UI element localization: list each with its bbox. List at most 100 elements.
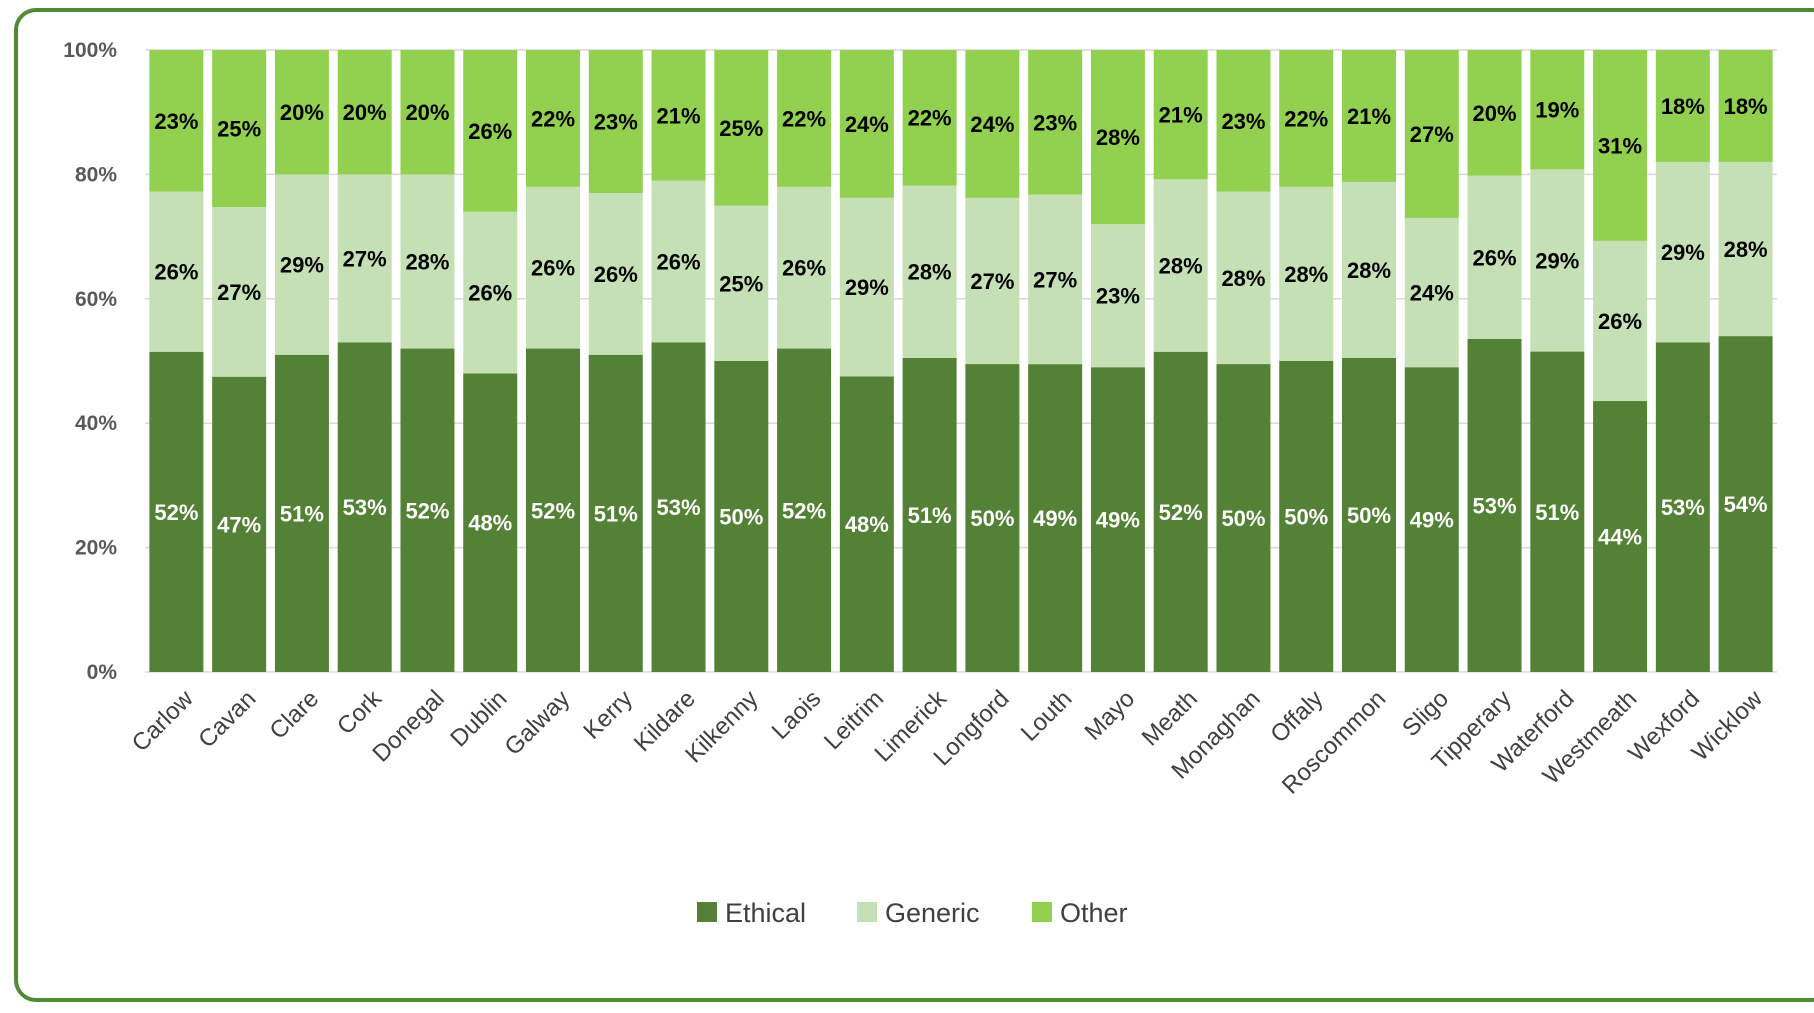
legend-label-ethical: Ethical [725, 898, 806, 928]
bar-segment-ethical [651, 342, 706, 672]
bar-segment-generic [1593, 240, 1648, 402]
bar-segment-generic [714, 205, 769, 361]
bar-segment-generic [1530, 169, 1585, 352]
data-label-other: 20% [405, 100, 449, 125]
data-label-ethical: 47% [217, 512, 261, 537]
data-label-generic: 27% [970, 269, 1014, 294]
bar-segment-generic [337, 174, 392, 343]
bar-segment-ethical [839, 376, 894, 672]
bar-segment-generic [902, 185, 957, 358]
bar-segment-ethical [274, 354, 329, 672]
data-label-ethical: 49% [1033, 506, 1077, 531]
bar-segment-ethical [1593, 401, 1648, 672]
data-label-other: 20% [1473, 101, 1517, 126]
data-label-other: 22% [531, 106, 575, 131]
data-label-other: 20% [280, 100, 324, 125]
x-category-label: Laois [767, 685, 827, 745]
legend-swatch-other [1032, 902, 1052, 922]
data-label-other: 22% [1284, 106, 1328, 131]
data-label-other: 24% [845, 112, 889, 137]
data-label-ethical: 51% [594, 501, 638, 526]
data-label-generic: 29% [1535, 248, 1579, 273]
bar-segment-ethical [1530, 351, 1585, 672]
data-label-generic: 26% [1473, 245, 1517, 270]
bar-segment-ethical [902, 357, 957, 672]
bars [149, 50, 1773, 672]
data-label-other: 25% [719, 116, 763, 141]
data-label-generic: 27% [1033, 267, 1077, 292]
data-label-ethical: 49% [1410, 508, 1454, 533]
data-label-ethical: 53% [343, 495, 387, 520]
legend-label-other: Other [1060, 898, 1128, 928]
legend: Ethical Generic Other [697, 898, 1128, 928]
bar-segment-generic [839, 197, 894, 377]
x-category-label: Kerry [578, 685, 638, 745]
data-labels: 52% 26% 23% 47% 27% 25% 51% 29% 20% 53% 27% 20% 52% 2… [154, 94, 1767, 550]
data-label-generic: 28% [405, 249, 449, 274]
data-label-other: 19% [1535, 98, 1579, 123]
data-label-other: 21% [1159, 103, 1203, 128]
bar-segment-ethical [1153, 351, 1208, 672]
data-label-ethical: 50% [1221, 506, 1265, 531]
x-category-label: Wicklow [1687, 685, 1769, 767]
data-label-generic: 27% [217, 280, 261, 305]
data-label-generic: 26% [468, 281, 512, 306]
data-label-other: 18% [1724, 94, 1768, 119]
bar-segment-generic [149, 191, 204, 352]
data-label-other: 27% [1410, 122, 1454, 147]
bar-segment-other [526, 50, 580, 187]
data-label-other: 23% [594, 110, 638, 135]
bar-segment-other [337, 50, 392, 175]
data-label-generic: 28% [1347, 258, 1391, 283]
data-label-generic: 29% [1661, 240, 1705, 265]
bar-segment-generic [1028, 194, 1083, 365]
bar-segment-other [149, 50, 204, 192]
x-category-label: Galway [500, 685, 576, 761]
bar-segment-other [212, 50, 267, 208]
data-label-generic: 27% [343, 246, 387, 271]
bar-segment-ethical [526, 348, 580, 672]
data-label-ethical: 50% [1284, 505, 1328, 530]
bar-segment-ethical [1718, 336, 1773, 672]
legend-swatch-ethical [697, 902, 717, 922]
data-label-other: 21% [1347, 104, 1391, 129]
x-category-label: Clare [265, 685, 325, 745]
y-tick-label: 40% [75, 412, 117, 435]
data-label-other: 24% [970, 112, 1014, 137]
bar-segment-other [400, 50, 455, 175]
data-label-generic: 26% [154, 260, 198, 285]
data-label-other: 31% [1598, 133, 1642, 158]
bar-segment-other [714, 50, 769, 206]
bar-segment-ethical [1090, 367, 1145, 672]
bar-segment-other [463, 50, 518, 212]
data-label-ethical: 52% [782, 498, 826, 523]
data-label-ethical: 52% [154, 500, 198, 525]
data-label-ethical: 53% [1661, 495, 1705, 520]
data-label-generic: 25% [719, 271, 763, 296]
data-label-ethical: 50% [970, 506, 1014, 531]
y-tick-label: 0% [87, 661, 118, 684]
data-label-other: 22% [908, 106, 952, 131]
x-category-label: Sligo [1397, 685, 1454, 742]
legend-swatch-generic [857, 902, 877, 922]
bar-segment-ethical [149, 351, 204, 672]
data-label-other: 20% [343, 100, 387, 125]
data-label-generic: 28% [1284, 262, 1328, 287]
bar-segment-ethical [1342, 357, 1396, 672]
bar-segment-generic [212, 207, 267, 377]
x-category-label: Louth [1016, 685, 1078, 747]
data-label-ethical: 51% [280, 501, 324, 526]
data-label-ethical: 53% [1473, 494, 1517, 519]
bar-segment-ethical [463, 373, 518, 672]
y-axis-ticks: 0% 20% 40% 60% 80% 100% [63, 39, 117, 684]
data-label-generic: 29% [845, 275, 889, 300]
bar-segment-generic [1153, 179, 1208, 352]
bar-segment-ethical [337, 342, 392, 672]
bar-segment-generic [463, 211, 518, 374]
bar-segment-other [1279, 50, 1334, 187]
bar-segment-ethical [777, 348, 832, 672]
bar-segment-generic [1279, 186, 1334, 361]
data-label-generic: 29% [280, 253, 324, 278]
y-tick-label: 20% [75, 537, 117, 560]
